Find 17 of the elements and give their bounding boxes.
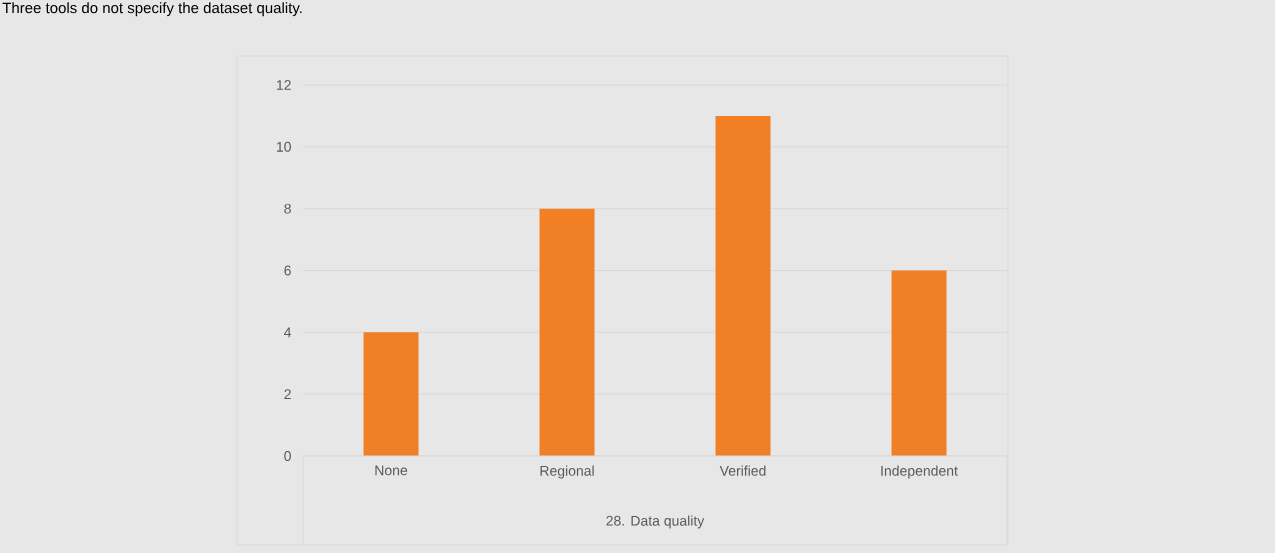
bar [891,270,947,456]
bar [539,208,595,456]
y-tick-label: 8 [284,203,291,214]
x-axis-title: 28. Data quality [606,515,705,529]
y-tick-label: 2 [284,389,291,400]
y-tick-label: 12 [276,80,291,90]
text: Three tools do not specify the dataset quality. [2,2,302,17]
x-tick-label: None [375,465,408,476]
y-tick-label: 6 [284,265,291,276]
x-tick-label: Independent [881,465,958,479]
bar [715,115,771,456]
y-tick-label: 4 [284,327,292,338]
bar [363,332,419,456]
y-tick-label: 0 [284,451,291,461]
x-tick-label: Verified [719,465,766,476]
y-tick-label: 10 [276,141,291,152]
x-tick-label: Regional [540,465,594,479]
